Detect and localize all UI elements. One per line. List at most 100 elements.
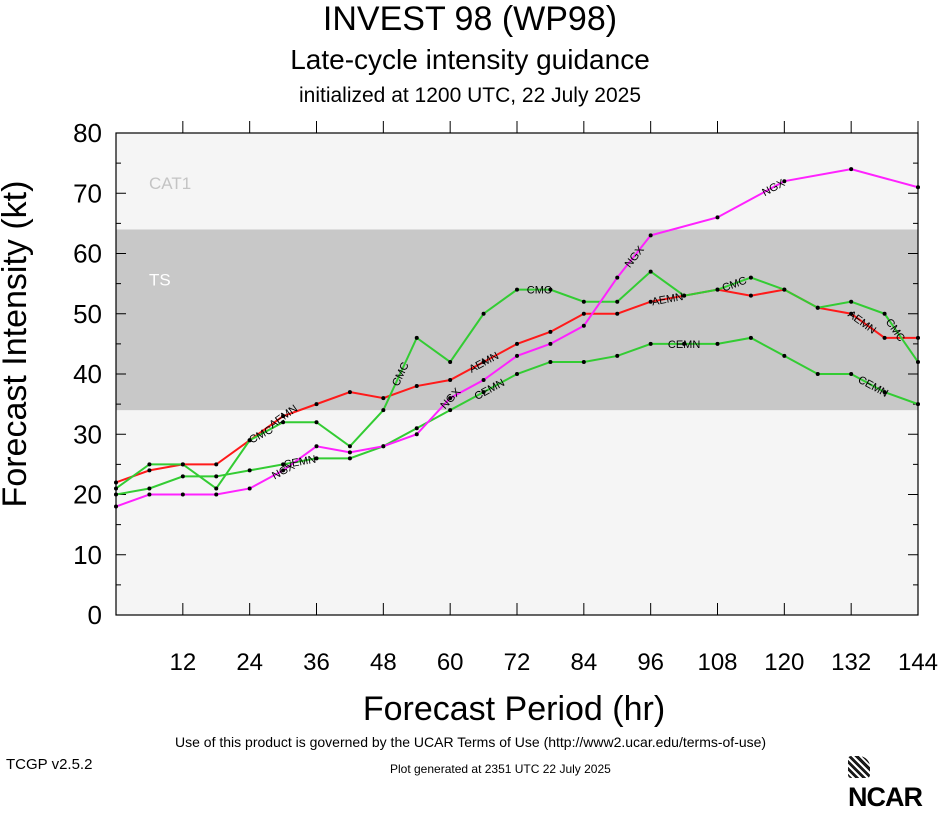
series-cemn-point [147, 486, 152, 491]
series-aemn-point [448, 378, 453, 383]
series-cemn-point [682, 341, 687, 346]
x-tick-label: 132 [831, 649, 871, 676]
x-tick-label: 12 [169, 649, 196, 676]
ncar-logo-mark [848, 756, 870, 778]
series-cmc-point [916, 359, 920, 364]
series-aemn-point [849, 311, 854, 316]
series-cemn-point [715, 341, 720, 346]
series-ngx-point [180, 492, 185, 497]
series-aemn-point [381, 396, 386, 401]
y-tick-label: 50 [73, 299, 102, 329]
series-label-aemn: AEMN [651, 291, 684, 308]
init-time: initialized at 1200 UTC, 22 July 2025 [298, 84, 642, 107]
series-aemn-point [748, 293, 753, 298]
series-cmc-point [782, 287, 787, 292]
series-cmc-point [448, 359, 453, 364]
series-label-cemn: CEMN [668, 339, 700, 351]
band-ts [116, 229, 918, 411]
series-label-cemn: CEMN [283, 454, 317, 472]
series-label-text: CMC [527, 285, 552, 297]
series-aemn-point [414, 384, 419, 389]
series-cmc-point [682, 293, 687, 298]
series-cemn-point [782, 353, 787, 358]
series-ngx-point [347, 450, 352, 455]
y-tick-label: 10 [73, 540, 102, 570]
series-label-text: CEMN [668, 339, 700, 351]
series-ngx-point [481, 378, 486, 383]
series-cmc-point [815, 305, 820, 310]
series-aemn-point [615, 311, 620, 316]
y-axis-title: Forecast Intensity (kt) [0, 181, 34, 508]
series-aemn-point [281, 414, 286, 419]
series-cmc-point [381, 408, 386, 413]
series-ngx-point [448, 396, 453, 401]
series-cmc-point [147, 462, 152, 467]
series-cemn-point [581, 359, 586, 364]
series-aemn-point [548, 329, 553, 334]
series-ngx-point [281, 468, 286, 473]
series-cmc-point [180, 462, 185, 467]
intensity-chart: TS CAT1 0 10 20 30 40 50 60 70 80 12 24 36 48 60 72 84 96 1… [0, 118, 938, 728]
series-cemn-point [448, 408, 453, 413]
series-cemn-point [916, 402, 920, 407]
series-ngx-point [916, 185, 920, 190]
series-cemn-point [815, 372, 820, 376]
series-ngx-point [114, 504, 118, 509]
series-cemn-point [414, 426, 419, 431]
series-cemn-point [515, 372, 519, 376]
series-cmc-point [715, 287, 720, 292]
series-cemn-point [748, 335, 753, 340]
series-ngx-point [715, 215, 720, 220]
y-tick-label: 0 [88, 600, 102, 630]
series-label-cmc: CMC [527, 285, 552, 297]
generated-time: Plot generated at 2351 UTC 22 July 2025 [390, 762, 611, 776]
series-cmc-point [214, 486, 219, 491]
series-cemn-point [347, 456, 352, 461]
ncar-logo-text: NCAR [848, 782, 923, 812]
series-ngx-point [548, 341, 553, 346]
series-aemn-point [314, 402, 319, 407]
series-aemn-point [481, 359, 486, 364]
series-cmc-point [515, 287, 519, 292]
x-tick-label: 96 [637, 649, 664, 676]
series-cmc-point [581, 299, 586, 304]
series-cmc-point [281, 420, 286, 425]
series-cemn-point [548, 359, 553, 364]
x-axis-title: Forecast Period (hr) [363, 690, 665, 728]
series-cmc-point [748, 275, 753, 280]
series-cmc-point [481, 311, 486, 316]
terms-of-use: Use of this product is governed by the U… [175, 734, 767, 750]
x-tick-label: 144 [898, 649, 938, 676]
series-cemn-point [849, 372, 854, 376]
series-aemn-point [581, 311, 586, 316]
series-cmc-point [314, 420, 319, 425]
x-tick-label: 84 [570, 649, 597, 676]
series-aemn-point [147, 468, 152, 473]
series-ngx-point [515, 353, 519, 358]
y-tick-label: 30 [73, 419, 102, 449]
series-ngx-point [247, 486, 252, 491]
y-tick-label: 40 [73, 359, 102, 389]
series-cmc-point [548, 287, 553, 292]
series-cemn-point [648, 341, 653, 346]
series-cemn-point [214, 474, 219, 479]
series-ngx-point [147, 492, 152, 497]
series-cmc-point [648, 269, 653, 274]
ncar-logo: NCAR [848, 751, 940, 813]
series-cemn-point [281, 462, 286, 467]
series-label-text: CEMN [283, 454, 317, 472]
series-cemn-point [314, 456, 319, 461]
y-tick-label: 60 [73, 239, 102, 269]
band-label-cat1: CAT1 [149, 174, 191, 193]
chart-subtitle: Late-cycle intensity guidance [290, 44, 650, 75]
version-label: TCGP v2.5.2 [6, 756, 93, 773]
y-tick-label: 20 [73, 480, 102, 510]
series-ngx-point [782, 179, 787, 184]
series-cmc-point [114, 486, 118, 491]
x-tick-label: 48 [370, 649, 397, 676]
x-tick-label: 24 [236, 649, 263, 676]
series-aemn-point [114, 480, 118, 485]
band-label-ts: TS [149, 270, 171, 289]
series-ngx-point [581, 323, 586, 328]
series-cmc-point [615, 299, 620, 304]
